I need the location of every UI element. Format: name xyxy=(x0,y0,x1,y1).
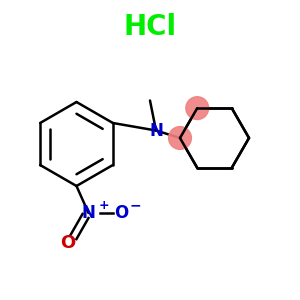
Text: +: + xyxy=(98,199,109,212)
Circle shape xyxy=(169,127,191,149)
Text: O: O xyxy=(60,234,75,252)
Text: −: − xyxy=(129,199,141,212)
Text: N: N xyxy=(149,122,163,140)
Text: HCl: HCl xyxy=(123,13,177,41)
Text: O: O xyxy=(114,204,129,222)
Circle shape xyxy=(186,97,209,119)
Text: N: N xyxy=(82,204,95,222)
